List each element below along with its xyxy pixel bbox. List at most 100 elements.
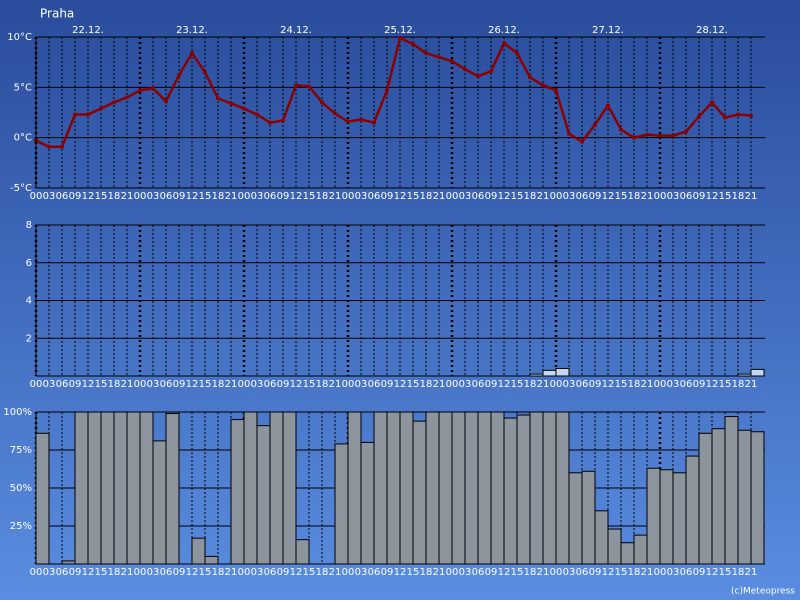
x-tick-label: 21 <box>537 379 550 390</box>
y-tick-label: 8 <box>26 220 32 231</box>
x-tick-label: 00 <box>446 191 459 202</box>
x-tick-label: 12 <box>186 379 199 390</box>
bar <box>594 510 609 565</box>
x-tick-label: 03 <box>147 379 160 390</box>
x-tick-label: 09 <box>277 191 290 202</box>
bar <box>399 411 414 565</box>
bar <box>269 411 284 565</box>
bar <box>633 534 648 565</box>
x-tick-label: 09 <box>693 567 706 578</box>
x-tick-label: 00 <box>238 567 251 578</box>
temperature-point <box>554 88 558 93</box>
y-tick-label: 5°C <box>14 82 32 93</box>
temperature-point <box>541 83 545 88</box>
x-tick-label: 15 <box>615 191 628 202</box>
x-tick-label: 21 <box>641 567 654 578</box>
x-tick-label: 21 <box>745 567 758 578</box>
x-tick-label: 00 <box>30 379 43 390</box>
day-label: 23.12. <box>176 25 208 36</box>
x-tick-label: 09 <box>381 379 394 390</box>
x-tick-label: 15 <box>95 191 108 202</box>
x-tick-label: 18 <box>732 379 745 390</box>
temperature-point <box>164 99 168 104</box>
x-tick-label: 18 <box>212 191 225 202</box>
bar <box>74 411 89 565</box>
bar <box>360 441 375 565</box>
temperature-point <box>320 100 324 105</box>
x-tick-label: 06 <box>368 567 381 578</box>
bar <box>737 429 752 565</box>
x-tick-label: 21 <box>537 567 550 578</box>
bar <box>555 411 570 565</box>
temperature-point <box>86 112 90 117</box>
temperature-point <box>190 51 194 56</box>
x-tick-label: 03 <box>251 379 264 390</box>
x-tick-label: 03 <box>43 567 56 578</box>
x-tick-label: 06 <box>264 379 277 390</box>
x-tick-label: 12 <box>186 191 199 202</box>
x-tick-label: 18 <box>212 379 225 390</box>
x-tick-label: 00 <box>446 567 459 578</box>
x-tick-label: 09 <box>69 567 82 578</box>
x-tick-label: 00 <box>654 379 667 390</box>
day-label: 27.12. <box>592 25 624 36</box>
x-tick-label: 00 <box>238 379 251 390</box>
x-tick-label: 00 <box>238 191 251 202</box>
x-tick-label: 09 <box>589 567 602 578</box>
bar <box>204 555 219 565</box>
day-label: 26.12. <box>488 25 520 36</box>
bar <box>165 413 180 565</box>
temperature-point <box>177 73 181 78</box>
x-tick-label: 18 <box>108 567 121 578</box>
temperature-point <box>528 75 532 80</box>
x-tick-label: 21 <box>433 567 446 578</box>
x-tick-label: 03 <box>43 191 56 202</box>
x-tick-label: 12 <box>498 191 511 202</box>
bar <box>750 431 765 565</box>
x-tick-label: 06 <box>160 191 173 202</box>
x-tick-label: 06 <box>472 379 485 390</box>
x-tick-label: 03 <box>355 379 368 390</box>
x-tick-label: 09 <box>173 567 186 578</box>
bar <box>243 411 258 565</box>
bar <box>724 416 739 565</box>
bar <box>295 539 310 565</box>
x-tick-label: 00 <box>446 379 459 390</box>
bar <box>230 419 245 565</box>
x-tick-label: 12 <box>394 379 407 390</box>
bar <box>529 411 544 565</box>
x-tick-label: 15 <box>719 191 732 202</box>
bar <box>464 411 479 565</box>
y-tick-label: 25% <box>10 521 32 532</box>
x-tick-label: 06 <box>368 379 381 390</box>
x-tick-label: 21 <box>745 379 758 390</box>
x-tick-label: 03 <box>251 191 264 202</box>
bar <box>490 411 505 565</box>
x-tick-label: 09 <box>381 567 394 578</box>
temperature-point <box>372 120 376 125</box>
day-label: 25.12. <box>384 25 416 36</box>
x-tick-label: 06 <box>472 191 485 202</box>
bar <box>503 417 518 565</box>
x-tick-label: 21 <box>121 191 134 202</box>
bar <box>126 411 141 565</box>
bar <box>542 411 557 565</box>
x-tick-label: 15 <box>407 191 420 202</box>
x-tick-label: 18 <box>524 379 537 390</box>
temperature-point <box>567 131 571 136</box>
x-tick-label: 18 <box>316 567 329 578</box>
x-tick-label: 03 <box>563 379 576 390</box>
temperature-point <box>138 88 142 93</box>
x-tick-label: 12 <box>706 191 719 202</box>
x-tick-label: 06 <box>576 379 589 390</box>
x-tick-label: 21 <box>225 567 238 578</box>
x-tick-label: 15 <box>199 567 212 578</box>
x-tick-label: 12 <box>394 191 407 202</box>
x-tick-label: 00 <box>30 191 43 202</box>
bar <box>113 411 128 565</box>
temperature-point <box>346 119 350 124</box>
temperature-point <box>281 118 285 123</box>
bar <box>282 411 297 565</box>
x-tick-label: 06 <box>576 567 589 578</box>
